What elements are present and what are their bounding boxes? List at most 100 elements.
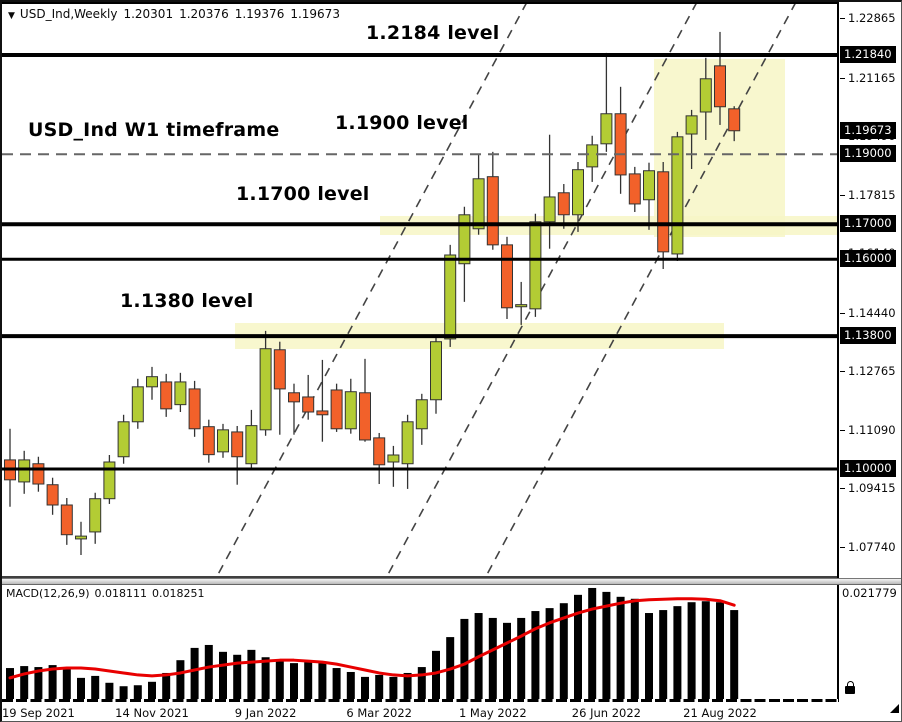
macd-histogram-bar — [730, 610, 739, 699]
macd-histogram-bar — [332, 668, 341, 699]
price-tick-label: 1.22865 — [840, 11, 896, 26]
macd-histogram-bar — [148, 681, 156, 699]
scroll-corner-icon[interactable] — [890, 704, 899, 713]
bear-candle — [330, 389, 343, 430]
macd-histogram-bar — [20, 666, 29, 699]
macd-histogram-bar — [62, 667, 71, 699]
macd-histogram-bar — [361, 676, 369, 699]
panel-splitter[interactable] — [2, 578, 901, 585]
plot-right-border — [837, 2, 839, 702]
macd-histogram-bar — [531, 611, 540, 699]
symbol-period-label: USD_Ind,Weekly — [19, 7, 118, 21]
lock-icon — [845, 681, 855, 694]
price-tick-label: 1.14440 — [840, 305, 896, 320]
level-annotation[interactable]: 1.2184 level — [366, 22, 500, 44]
level-annotation[interactable]: 1.1900 level — [335, 112, 469, 134]
macd-histogram-bar — [716, 602, 724, 699]
macd-histogram-bar — [687, 602, 696, 699]
bear-candle — [557, 192, 570, 216]
macd-histogram-bar — [77, 677, 85, 699]
price-level-badge: 1.17000 — [840, 215, 896, 233]
macd-histogram-bar — [375, 674, 384, 699]
price-tick-label: 1.17815 — [840, 187, 896, 202]
bear-candle — [714, 65, 726, 108]
low-value: 1.19376 — [234, 7, 285, 21]
macd-histogram-bar — [389, 676, 398, 699]
macd-histogram-bar — [318, 663, 327, 699]
price-level-badge: 1.21840 — [840, 46, 896, 63]
level-annotation[interactable]: 1.1700 level — [236, 183, 370, 205]
macd-histogram-bar — [630, 598, 639, 699]
bull-candle — [671, 136, 684, 255]
symbol-dropdown-icon[interactable]: ▼ — [8, 11, 15, 21]
macd-chart-canvas[interactable] — [2, 585, 838, 699]
macd-histogram-bar — [517, 617, 526, 699]
macd-histogram-bar — [290, 663, 298, 699]
bear-candle — [32, 463, 45, 485]
bull-candle — [174, 381, 187, 406]
macd-histogram-bar — [219, 651, 227, 699]
bear-candle — [288, 392, 300, 403]
level-annotation[interactable]: USD_Ind W1 timeframe — [28, 119, 280, 141]
price-tick-label: 1.21165 — [840, 70, 896, 85]
macd-histogram-bar — [275, 660, 284, 699]
bull-candle — [117, 421, 130, 458]
high-value: 1.20376 — [179, 7, 229, 21]
macd-histogram-bar — [162, 672, 171, 699]
trend-channel-line[interactable] — [484, 2, 797, 578]
bull-candle — [259, 348, 272, 431]
macd-histogram-bar — [559, 603, 568, 699]
bear-candle — [60, 504, 73, 536]
macd-histogram-bar — [34, 667, 43, 699]
bull-candle — [699, 78, 712, 113]
macd-histogram-bar — [417, 667, 426, 699]
macd-name: MACD(12,26,9) — [6, 587, 90, 600]
bear-candle — [188, 388, 201, 430]
macd-histogram-bar — [304, 662, 313, 699]
level-annotation[interactable]: 1.1380 level — [120, 290, 254, 312]
macd-histogram-bar — [616, 596, 625, 699]
bull-candle — [401, 421, 414, 465]
bull-candle — [643, 170, 655, 201]
candlestick-chart-canvas[interactable] — [2, 2, 838, 578]
macd-histogram-bar — [460, 618, 469, 699]
bull-candle — [75, 535, 87, 540]
macd-histogram-bar — [432, 650, 440, 699]
macd-histogram-bar — [574, 594, 582, 699]
macd-histogram-bar — [176, 660, 185, 699]
price-level-badge: 1.16000 — [840, 250, 896, 268]
bear-candle — [657, 171, 670, 253]
macd-histogram-bar — [233, 654, 242, 699]
macd-histogram-bar — [659, 610, 668, 699]
bear-candle — [46, 484, 59, 506]
bull-candle — [586, 144, 599, 168]
trend-channel-line[interactable] — [215, 2, 528, 578]
price-tick-label: 1.12765 — [840, 364, 896, 379]
bear-candle — [728, 108, 741, 132]
bear-candle — [302, 396, 315, 413]
bear-candle — [359, 392, 371, 441]
price-level-badge: 1.10000 — [840, 459, 896, 477]
bull-candle — [515, 304, 528, 308]
price-level-badge: 1.19000 — [840, 145, 896, 163]
bull-candle — [89, 498, 102, 533]
chart-title: ▼ USD_Ind,Weekly 1.20301 1.20376 1.19376 1.19… — [8, 7, 340, 21]
date-tick-label: 26 Jun 2022 — [571, 706, 641, 720]
bull-candle — [217, 429, 229, 453]
bull-candle — [572, 169, 584, 216]
macd-histogram-bar — [204, 644, 213, 699]
bull-candle — [600, 113, 613, 145]
date-tick-label: 19 Sep 2021 — [1, 706, 75, 720]
macd-histogram-bar — [91, 675, 100, 699]
macd-histogram-bar — [503, 622, 511, 699]
macd-indicator-label: MACD(12,26,9) 0.018111 0.018251 — [6, 587, 210, 600]
date-axis[interactable]: 19 Sep 2021 14 Nov 2021 9 Jan 2022 6 Mar 20… — [1, 702, 901, 721]
price-axis[interactable]: 1.228651.211651.194901.178151.161401.144… — [839, 2, 901, 702]
bear-candle — [231, 431, 244, 458]
macd-histogram-bar — [588, 587, 597, 699]
macd-zero-baseline — [2, 699, 838, 702]
bull-candle — [543, 196, 556, 223]
macd-histogram-bar — [488, 617, 497, 699]
macd-histogram-bar — [602, 591, 611, 699]
bull-candle — [131, 386, 144, 423]
